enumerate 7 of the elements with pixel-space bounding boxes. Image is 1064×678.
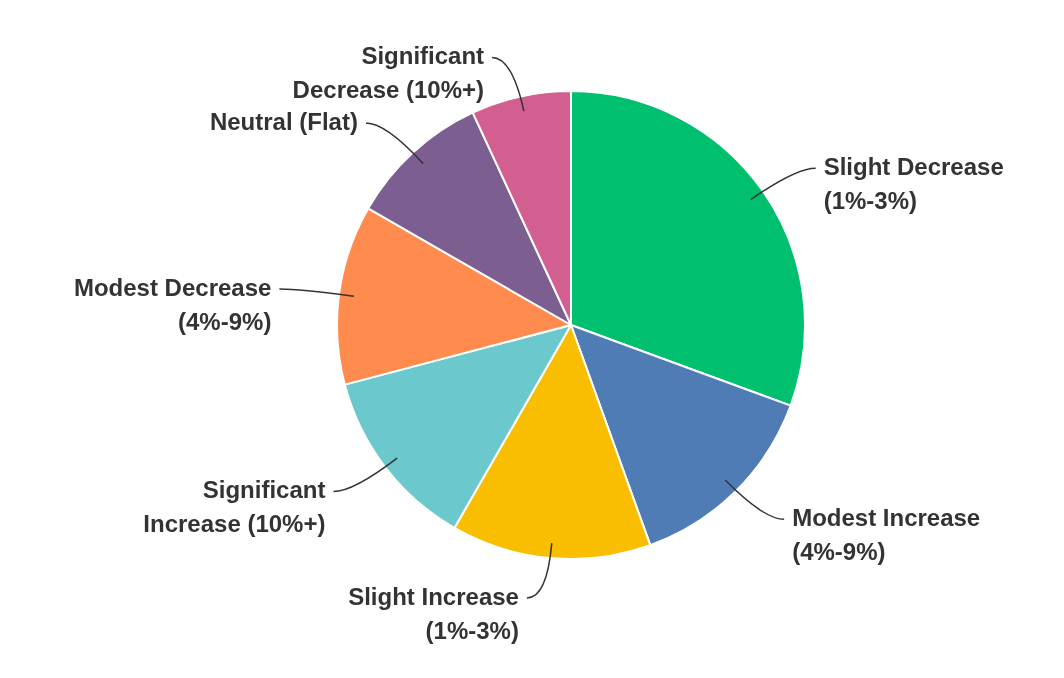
slice-label: Slight Increase (1%-3%) bbox=[348, 582, 519, 644]
slice-label: Slight Decrease (1%-3%) bbox=[823, 152, 1004, 214]
slice-label: Modest Increase (4%-9%) bbox=[792, 503, 981, 565]
slice-label: Modest Decrease (4%-9%) bbox=[73, 273, 272, 335]
slice-label: Neutral (Flat) bbox=[209, 107, 358, 135]
slice-label: Significant Decrease (10%+) bbox=[292, 42, 485, 104]
slice-label: Significant Increase (10%+) bbox=[143, 476, 326, 538]
